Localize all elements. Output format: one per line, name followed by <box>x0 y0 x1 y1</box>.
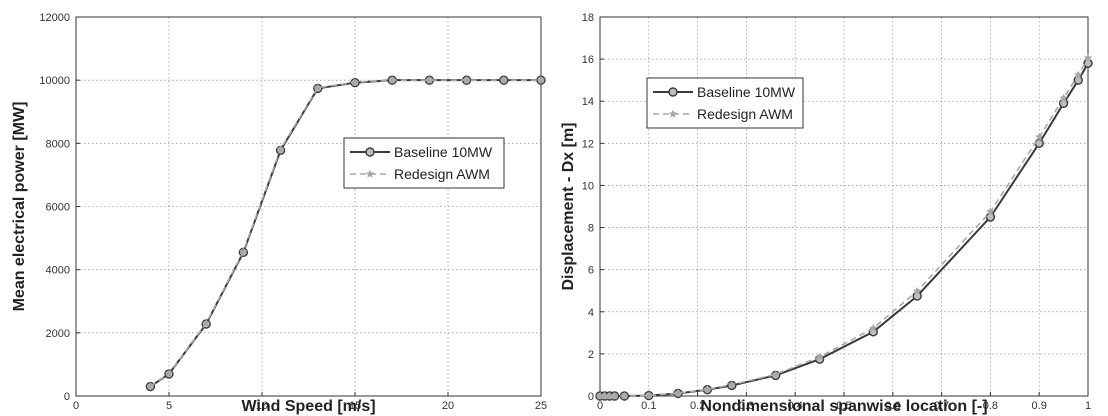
data-point-star <box>771 370 780 378</box>
data-point-star <box>202 319 211 327</box>
data-point-star <box>674 388 683 397</box>
legend-box <box>646 77 804 129</box>
data-point-star <box>986 207 995 216</box>
x-tick-label: 0.5 <box>836 400 851 412</box>
x-axis-label: Nondimensional spanwise location [-] <box>700 398 987 415</box>
data-point-star <box>1035 132 1044 141</box>
data-point-star <box>1074 70 1083 79</box>
data-point-star <box>350 78 360 86</box>
data-point-star <box>644 391 653 400</box>
x-tick-label: 0.8 <box>983 400 998 412</box>
data-point-star <box>727 380 736 389</box>
data-point-star <box>869 323 878 332</box>
legend-label: Redesign AWM <box>394 166 490 182</box>
data-point-star <box>1083 53 1093 62</box>
y-tick-label: 10000 <box>39 75 70 87</box>
y-tick-label: 4 <box>588 307 594 319</box>
data-point-star <box>1059 93 1068 102</box>
data-point-star <box>913 286 922 295</box>
x-tick-label: 0.7 <box>934 400 949 412</box>
x-tick-label: 5 <box>166 400 172 412</box>
legend-marker-circle <box>668 87 678 97</box>
data-point-star <box>425 75 434 84</box>
x-tick-label: 0 <box>73 400 79 412</box>
y-tick-label: 2 <box>588 349 594 361</box>
y-tick-label: 0 <box>588 391 594 403</box>
x-tick-label: 0.4 <box>788 400 803 412</box>
legend-marker-star <box>668 109 678 118</box>
y-tick-label: 12000 <box>39 12 70 24</box>
data-point-star <box>536 75 546 84</box>
y-axis-label: Displacement - Dx [m] <box>560 122 577 290</box>
y-tick-label: 4000 <box>46 265 70 277</box>
y-tick-label: 12 <box>582 138 594 150</box>
y-tick-label: 8000 <box>46 138 70 150</box>
x-tick-label: 25 <box>535 400 547 412</box>
x-tick-label: 0.3 <box>739 400 754 412</box>
data-point-star <box>462 75 471 84</box>
data-point-star <box>620 391 629 400</box>
data-point-circle <box>1083 58 1093 69</box>
x-tick-label: 0.2 <box>690 400 705 412</box>
legend-marker-circle <box>365 147 375 157</box>
data-point-circle <box>985 212 996 222</box>
legend-label: Baseline 10MW <box>697 84 796 100</box>
x-tick-label: 0.9 <box>1032 400 1047 412</box>
legend-box <box>343 137 505 189</box>
y-tick-label: 2000 <box>46 328 70 340</box>
y-tick-label: 10 <box>582 180 594 192</box>
x-tick-label: 15 <box>349 400 361 412</box>
y-axis-label: Mean electrical power [MW] <box>11 102 28 312</box>
x-tick-label: 0.1 <box>641 400 656 412</box>
legend-label: Baseline 10MW <box>394 144 493 160</box>
x-tick-label: 1 <box>1085 400 1091 412</box>
x-tick-label: 20 <box>442 400 454 412</box>
data-point-star <box>146 381 155 390</box>
y-tick-label: 14 <box>582 96 594 108</box>
data-point-star <box>388 75 397 84</box>
data-point-star <box>313 83 322 92</box>
legend-label: Redesign AWM <box>697 106 793 122</box>
data-point-circle <box>1073 75 1083 85</box>
data-point-star <box>499 75 508 84</box>
x-axis-label: Wind Speed [m/s] <box>241 398 375 415</box>
y-tick-label: 16 <box>582 54 594 66</box>
y-tick-label: 0 <box>64 391 70 403</box>
y-tick-label: 8 <box>588 223 594 235</box>
data-point-star <box>815 352 824 361</box>
y-tick-label: 18 <box>582 12 594 24</box>
chart-2: 0 0.1 0.2 0.3 0.4 0.5 0.6 0.7 0.8 0.9 102468101214… <box>560 12 1093 415</box>
chart-1: 0 5 10 15 20 25 0 2000 4000 6000 8000 10000 12000 Win… <box>11 12 547 415</box>
x-tick-label: 10 <box>256 400 268 412</box>
data-point-circle <box>1034 138 1044 149</box>
data-point-star <box>610 391 619 400</box>
y-tick-label: 6000 <box>46 202 70 214</box>
data-point-star <box>703 384 712 393</box>
x-tick-label: 0.6 <box>885 400 900 412</box>
series-line-2 <box>149 79 541 387</box>
data-point-star <box>239 247 248 255</box>
x-tick-label: 0 <box>597 400 603 412</box>
data-point-star <box>164 369 174 378</box>
y-tick-label: 6 <box>588 265 594 277</box>
data-point-star <box>276 144 285 153</box>
legend-marker-star <box>365 169 375 178</box>
